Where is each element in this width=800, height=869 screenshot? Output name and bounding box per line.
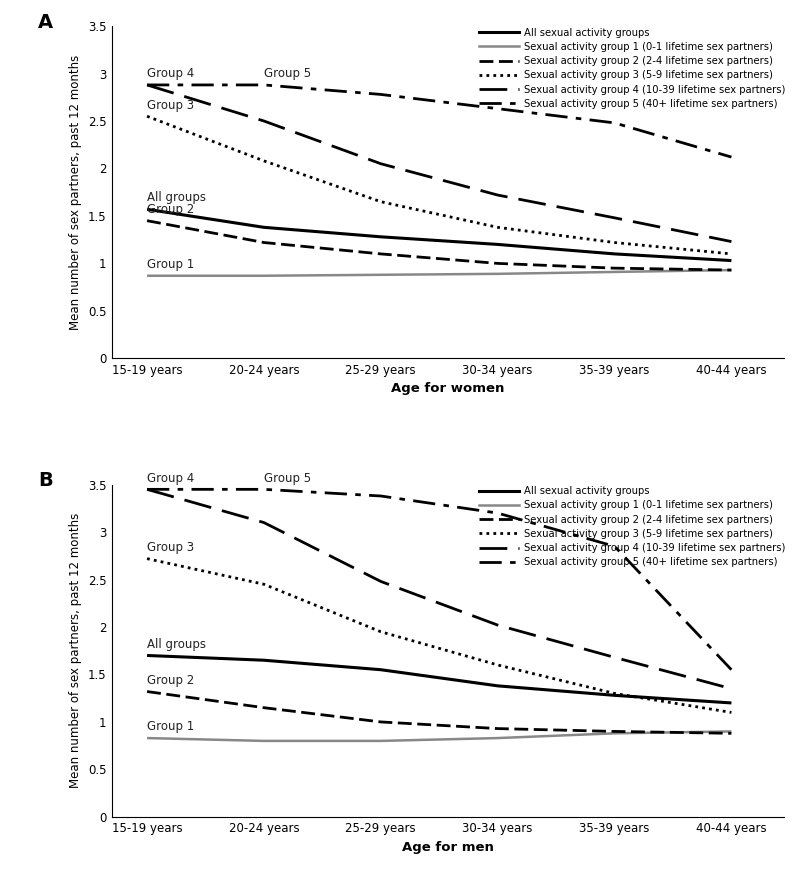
Text: Group 3: Group 3 xyxy=(147,541,194,554)
Legend: All sexual activity groups, Sexual activity group 1 (0-1 lifetime sex partners),: All sexual activity groups, Sexual activ… xyxy=(479,28,786,109)
Y-axis label: Mean number of sex partners, past 12 months: Mean number of sex partners, past 12 mon… xyxy=(70,513,82,788)
Text: Group 3: Group 3 xyxy=(147,98,194,111)
X-axis label: Age for men: Age for men xyxy=(402,841,494,854)
Text: A: A xyxy=(38,13,54,32)
Text: Group 4: Group 4 xyxy=(147,472,194,485)
Text: Group 5: Group 5 xyxy=(264,472,311,485)
Text: Group 1: Group 1 xyxy=(147,258,194,271)
Text: Group 4: Group 4 xyxy=(147,67,194,80)
Text: Group 2: Group 2 xyxy=(147,673,194,687)
Text: All groups: All groups xyxy=(147,190,206,203)
Text: Group 5: Group 5 xyxy=(264,67,311,80)
Text: Group 2: Group 2 xyxy=(147,203,194,216)
Text: B: B xyxy=(38,471,53,490)
Legend: All sexual activity groups, Sexual activity group 1 (0-1 lifetime sex partners),: All sexual activity groups, Sexual activ… xyxy=(479,487,786,567)
Y-axis label: Mean number of sex partners, past 12 months: Mean number of sex partners, past 12 mon… xyxy=(70,55,82,330)
Text: Group 1: Group 1 xyxy=(147,720,194,733)
X-axis label: Age for women: Age for women xyxy=(391,382,505,395)
Text: All groups: All groups xyxy=(147,638,206,651)
